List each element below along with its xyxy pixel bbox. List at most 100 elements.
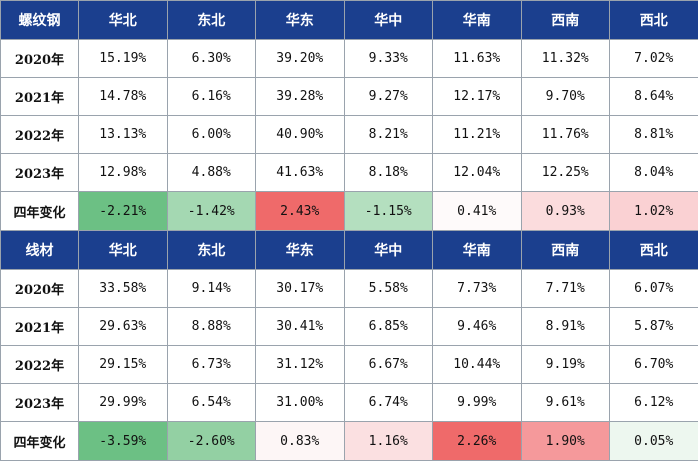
wire-rod-section: 线材 华北 东北 华东 华中 华南 西南 西北 2020年 33.58% 9.1… <box>0 230 698 461</box>
share-cell: 9.14% <box>166 269 256 308</box>
share-cell: 9.61% <box>520 383 610 422</box>
share-cell: 6.54% <box>166 383 256 422</box>
region-header: 西南 <box>520 230 610 270</box>
year-label: 2022年 <box>0 115 79 154</box>
share-cell: 6.07% <box>609 269 698 308</box>
share-cell: 6.00% <box>166 115 256 154</box>
share-cell: 41.63% <box>255 153 345 192</box>
region-header: 华北 <box>78 230 168 270</box>
share-cell: 39.28% <box>255 77 345 116</box>
change-cell: 0.41% <box>432 191 522 231</box>
share-cell: 9.70% <box>520 77 610 116</box>
region-header: 东北 <box>166 0 256 40</box>
year-label: 2022年 <box>0 345 79 384</box>
year-label: 2023年 <box>0 153 79 192</box>
change-label: 四年变化 <box>0 191 79 231</box>
region-header: 华东 <box>255 230 345 270</box>
change-cell: 1.90% <box>520 421 610 461</box>
share-cell: 11.76% <box>520 115 610 154</box>
share-cell: 8.64% <box>609 77 698 116</box>
share-cell: 9.46% <box>432 307 522 346</box>
share-cell: 13.13% <box>78 115 168 154</box>
year-row: 2020年 15.19% 6.30% 39.20% 9.33% 11.63% 1… <box>0 39 698 78</box>
share-cell: 11.63% <box>432 39 522 78</box>
year-row: 2021年 14.78% 6.16% 39.28% 9.27% 12.17% 9… <box>0 77 698 116</box>
share-cell: 6.70% <box>609 345 698 384</box>
region-header: 西南 <box>520 0 610 40</box>
change-cell: 0.83% <box>255 421 345 461</box>
share-cell: 4.88% <box>166 153 256 192</box>
share-cell: 9.99% <box>432 383 522 422</box>
share-cell: 12.98% <box>78 153 168 192</box>
share-cell: 8.04% <box>609 153 698 192</box>
change-cell: -2.21% <box>78 191 168 231</box>
share-cell: 7.02% <box>609 39 698 78</box>
year-row: 2022年 29.15% 6.73% 31.12% 6.67% 10.44% 9… <box>0 345 698 384</box>
share-cell: 11.21% <box>432 115 522 154</box>
share-cell: 29.99% <box>78 383 168 422</box>
share-cell: 39.20% <box>255 39 345 78</box>
year-row: 2021年 29.63% 8.88% 30.41% 6.85% 9.46% 8.… <box>0 307 698 346</box>
change-cell: -1.42% <box>166 191 256 231</box>
share-cell: 8.88% <box>166 307 256 346</box>
share-cell: 12.04% <box>432 153 522 192</box>
rebar-section: 螺纹钢 华北 东北 华东 华中 华南 西南 西北 2020年 15.19% 6.… <box>0 0 698 231</box>
change-cell: 1.02% <box>609 191 698 231</box>
region-header: 华中 <box>343 230 433 270</box>
header-row: 螺纹钢 华北 东北 华东 华中 华南 西南 西北 <box>0 0 698 40</box>
share-cell: 40.90% <box>255 115 345 154</box>
share-cell: 5.87% <box>609 307 698 346</box>
change-row: 四年变化 -2.21% -1.42% 2.43% -1.15% 0.41% 0.… <box>0 191 698 231</box>
share-cell: 31.12% <box>255 345 345 384</box>
change-cell: -2.60% <box>166 421 256 461</box>
share-cell: 6.73% <box>166 345 256 384</box>
change-cell: -1.15% <box>343 191 433 231</box>
share-cell: 30.41% <box>255 307 345 346</box>
share-cell: 5.58% <box>343 269 433 308</box>
share-cell: 6.74% <box>343 383 433 422</box>
region-header: 华北 <box>78 0 168 40</box>
share-cell: 10.44% <box>432 345 522 384</box>
region-header: 东北 <box>166 230 256 270</box>
change-cell: 2.43% <box>255 191 345 231</box>
share-cell: 15.19% <box>78 39 168 78</box>
year-row: 2020年 33.58% 9.14% 30.17% 5.58% 7.73% 7.… <box>0 269 698 308</box>
share-cell: 9.27% <box>343 77 433 116</box>
share-cell: 7.73% <box>432 269 522 308</box>
share-cell: 6.30% <box>166 39 256 78</box>
change-cell: 1.16% <box>343 421 433 461</box>
share-cell: 30.17% <box>255 269 345 308</box>
region-header: 华中 <box>343 0 433 40</box>
share-cell: 8.91% <box>520 307 610 346</box>
share-cell: 8.81% <box>609 115 698 154</box>
region-header: 华南 <box>432 230 522 270</box>
change-cell: 0.05% <box>609 421 698 461</box>
year-row: 2022年 13.13% 6.00% 40.90% 8.21% 11.21% 1… <box>0 115 698 154</box>
share-cell: 9.33% <box>343 39 433 78</box>
region-header: 华南 <box>432 0 522 40</box>
share-cell: 6.85% <box>343 307 433 346</box>
share-cell: 8.21% <box>343 115 433 154</box>
year-label: 2021年 <box>0 77 79 116</box>
region-header: 西北 <box>609 230 698 270</box>
change-label: 四年变化 <box>0 421 79 461</box>
change-cell: -3.59% <box>78 421 168 461</box>
section-title: 线材 <box>0 230 79 270</box>
change-cell: 2.26% <box>432 421 522 461</box>
year-row: 2023年 12.98% 4.88% 41.63% 8.18% 12.04% 1… <box>0 153 698 192</box>
year-label: 2020年 <box>0 269 79 308</box>
share-cell: 9.19% <box>520 345 610 384</box>
share-cell: 12.17% <box>432 77 522 116</box>
share-cell: 6.16% <box>166 77 256 116</box>
change-cell: 0.93% <box>520 191 610 231</box>
share-cell: 8.18% <box>343 153 433 192</box>
year-row: 2023年 29.99% 6.54% 31.00% 6.74% 9.99% 9.… <box>0 383 698 422</box>
header-row: 线材 华北 东北 华东 华中 华南 西南 西北 <box>0 230 698 270</box>
share-cell: 14.78% <box>78 77 168 116</box>
share-cell: 7.71% <box>520 269 610 308</box>
year-label: 2021年 <box>0 307 79 346</box>
share-cell: 12.25% <box>520 153 610 192</box>
share-cell: 31.00% <box>255 383 345 422</box>
change-row: 四年变化 -3.59% -2.60% 0.83% 1.16% 2.26% 1.9… <box>0 421 698 461</box>
